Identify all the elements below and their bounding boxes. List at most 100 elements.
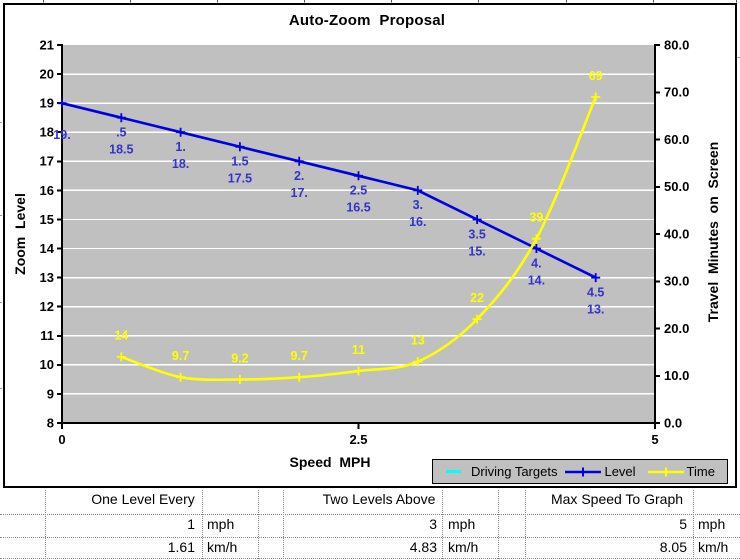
cell-max-speed-mph-value[interactable]: 5	[679, 516, 687, 532]
grid-line	[0, 558, 740, 559]
data-label: 1.5	[231, 155, 248, 169]
data-label: 13.	[587, 302, 604, 316]
x-tick-label: 2.5	[349, 432, 367, 447]
yellow-line-plus-icon	[647, 467, 684, 476]
chart-legend[interactable]: Driving Targets Level Time	[432, 459, 728, 484]
data-label: 14.	[528, 273, 545, 287]
grid-line	[258, 490, 259, 559]
data-label: 1.	[175, 140, 185, 154]
data-label: 16.	[409, 215, 426, 229]
chart-canvas: 2120191817161514131211109880.070.060.050…	[0, 0, 740, 447]
grid-line	[202, 490, 203, 559]
data-label: 4.	[531, 256, 541, 270]
sheet-column-tick	[653, 0, 654, 3]
y-left-tick-label: 13	[40, 270, 54, 285]
chart-title[interactable]: Auto-Zoom Proposal	[288, 12, 446, 29]
data-label: 69	[589, 69, 603, 83]
grid-line	[283, 490, 284, 559]
data-label: 2.5	[350, 184, 367, 198]
sheet-column-tick	[391, 0, 392, 3]
plus-marker-icon	[413, 185, 423, 195]
data-label: 3.	[413, 198, 423, 212]
plus-marker-icon	[235, 375, 245, 384]
legend-item-driving-targets[interactable]: Driving Targets	[446, 464, 557, 479]
cell-two-levels-mph-value[interactable]: 3	[429, 516, 437, 532]
cell-one-level-kmh-value[interactable]: 1.61	[167, 539, 195, 555]
table-header-max-speed-to-graph[interactable]: Max Speed To Graph	[550, 491, 684, 507]
blue-line-plus-icon	[565, 467, 602, 476]
y-left-tick-label: 8	[47, 415, 54, 430]
plus-marker-icon	[354, 366, 363, 376]
table-header-one-level-every[interactable]: One Level Every	[91, 491, 195, 507]
plus-marker-icon	[294, 156, 304, 166]
data-label: 22	[470, 291, 484, 305]
plot-area[interactable]	[62, 45, 655, 423]
cell-two-levels-kmh-unit[interactable]: km/h	[448, 539, 479, 555]
plus-marker-icon	[176, 372, 186, 382]
cell-one-level-mph-unit[interactable]: mph	[207, 516, 235, 532]
cell-two-levels-mph-unit[interactable]: mph	[448, 516, 476, 532]
cell-max-speed-kmh-unit[interactable]: km/h	[698, 539, 729, 555]
data-label: 3.5	[468, 227, 485, 241]
y-left-tick-label: 9	[47, 386, 54, 401]
plus-marker-icon	[472, 314, 482, 324]
data-label: 18.	[172, 157, 189, 171]
y-right-tick-label: 40.0	[664, 226, 689, 241]
data-label: 16.5	[346, 201, 370, 215]
plus-marker-icon	[591, 273, 601, 283]
cell-max-speed-kmh-value[interactable]: 8.05	[659, 539, 687, 555]
legend-item-level[interactable]: Level	[565, 464, 636, 479]
y-right-tick-label: 70.0	[664, 85, 689, 100]
plus-marker-icon	[413, 357, 423, 367]
y-left-tick-label: 19	[40, 96, 54, 111]
series-time[interactable]: 14 9.7 9.2 9.7 11 13 22 39 69	[114, 69, 603, 384]
sheet-column-tick	[130, 0, 131, 3]
plus-marker-icon	[176, 127, 186, 137]
y-left-tick-label: 20	[40, 67, 54, 82]
sheet-row-tick	[0, 388, 2, 389]
grid-line	[525, 490, 526, 559]
data-label: 2.	[294, 169, 304, 183]
sheet-row-tick	[737, 57, 740, 58]
series-level[interactable]: 19. .5 18.5 1. 18. 1.5 17.5 2. 17. 2.5 16.5 3. 16. 3.…	[53, 98, 604, 317]
y-left-tick-label: 14	[40, 241, 55, 256]
data-label: 15.	[468, 244, 485, 258]
sheet-row-tick	[0, 302, 2, 303]
data-label: 13	[411, 333, 425, 347]
data-label: 9.7	[291, 349, 308, 363]
legend-item-time[interactable]: Time	[647, 464, 715, 479]
data-label: 9.7	[172, 349, 189, 363]
y-left-tick-label: 15	[40, 212, 54, 227]
data-label: 4.5	[587, 285, 604, 299]
data-label: 9.2	[231, 351, 248, 365]
plus-marker-icon	[235, 142, 245, 152]
cell-max-speed-mph-unit[interactable]: mph	[698, 516, 726, 532]
data-label: 39	[529, 210, 543, 224]
y-left-tick-label: 17	[40, 154, 54, 169]
sheet-column-tick	[566, 0, 567, 3]
cell-two-levels-kmh-value[interactable]: 4.83	[409, 539, 437, 555]
y-right-tick-label: 30.0	[664, 274, 689, 289]
sheet-column-tick	[217, 0, 218, 3]
plus-marker-icon	[116, 352, 126, 362]
y-left-tick-label: 18	[40, 125, 54, 140]
sheet-row-tick	[0, 215, 2, 216]
plus-marker-icon	[57, 98, 67, 108]
grid-line	[498, 490, 499, 559]
cell-one-level-kmh-unit[interactable]: km/h	[207, 539, 238, 555]
plus-marker-icon	[116, 113, 126, 123]
cell-one-level-mph-value[interactable]: 1	[187, 516, 195, 532]
table-header-two-levels-above[interactable]: Two Levels Above	[322, 491, 436, 507]
y-right-tick-label: 0.0	[664, 415, 682, 430]
y-right-tick-label: 20.0	[664, 321, 689, 336]
data-label: 19.	[53, 128, 70, 142]
data-label: .5	[116, 125, 126, 139]
y-right-tick-label: 60.0	[664, 132, 689, 147]
plus-marker-icon	[531, 234, 541, 244]
x-axis-title: Speed MPH	[289, 454, 371, 470]
legend-label-level: Level	[604, 464, 636, 479]
grid-line	[693, 490, 694, 559]
gridlines-and-axes	[57, 44, 660, 429]
cyan-dash-icon	[446, 470, 461, 473]
